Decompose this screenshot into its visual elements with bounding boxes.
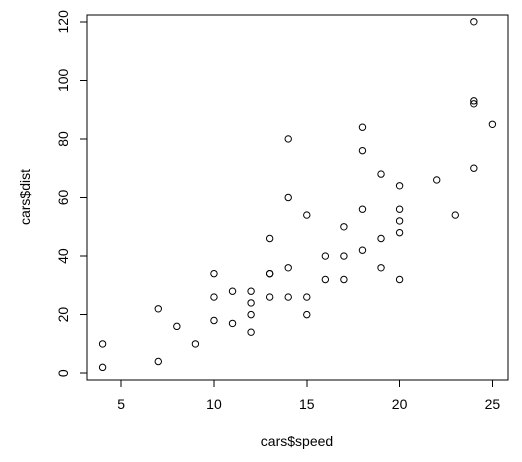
y-tick-label: 40 — [55, 248, 71, 264]
x-tick-label: 20 — [392, 396, 408, 412]
data-point — [247, 328, 255, 336]
data-point — [210, 293, 218, 301]
data-point — [358, 246, 367, 254]
data-point — [377, 264, 385, 272]
data-point — [265, 269, 274, 278]
data-point — [470, 164, 478, 172]
data-point — [210, 316, 218, 325]
data-point — [377, 170, 385, 178]
x-tick-label: 15 — [299, 396, 315, 412]
data-point — [395, 275, 404, 284]
data-point — [433, 176, 441, 184]
data-point — [191, 340, 200, 348]
data-point — [98, 363, 107, 372]
data-point — [284, 135, 292, 143]
data-point — [303, 293, 311, 301]
data-point — [303, 310, 311, 319]
y-tick-label: 80 — [55, 131, 71, 147]
y-axis: 0 20 40 60 80 100 120 — [55, 10, 88, 377]
data-point — [358, 146, 367, 155]
data-point — [303, 211, 311, 219]
data-point — [265, 234, 274, 243]
data-point — [470, 18, 478, 26]
data-point — [377, 234, 385, 243]
data-point — [284, 193, 292, 202]
data-point — [228, 287, 237, 295]
data-point — [321, 252, 330, 260]
data-point — [340, 223, 348, 231]
data-point — [470, 97, 478, 105]
plot-frame — [86, 14, 509, 381]
data-point — [395, 182, 404, 190]
data-point — [154, 357, 162, 366]
y-tick-label: 60 — [55, 190, 71, 206]
data-point — [321, 275, 330, 284]
data-point — [358, 123, 367, 131]
data-point — [247, 287, 255, 295]
x-tick-label: 25 — [485, 396, 501, 412]
y-tick-label: 0 — [55, 369, 71, 377]
x-axis: 5 10 15 20 25 — [117, 379, 501, 412]
data-point — [340, 252, 348, 260]
data-point — [451, 211, 459, 219]
y-tick-label: 120 — [55, 10, 71, 34]
y-tick-label: 20 — [55, 307, 71, 323]
data-point — [395, 217, 404, 225]
data-point — [265, 293, 274, 301]
data-point — [228, 319, 237, 328]
data-point — [284, 293, 292, 301]
y-axis-title: cars$dist — [17, 169, 33, 225]
data-point — [173, 322, 181, 331]
x-axis-title: cars$speed — [261, 433, 333, 449]
data-points — [98, 18, 497, 372]
x-tick-label: 5 — [117, 396, 125, 412]
data-point — [247, 310, 255, 319]
y-tick-label: 100 — [55, 68, 71, 92]
data-point — [470, 100, 478, 108]
data-point — [98, 340, 107, 348]
data-point — [247, 299, 255, 307]
x-tick-label: 10 — [206, 396, 222, 412]
data-point — [210, 269, 218, 278]
data-point — [340, 275, 348, 284]
data-point — [284, 264, 292, 272]
data-point — [395, 205, 404, 213]
data-point — [358, 205, 367, 213]
data-point — [488, 120, 497, 128]
data-point — [154, 305, 162, 313]
data-point — [395, 228, 404, 237]
